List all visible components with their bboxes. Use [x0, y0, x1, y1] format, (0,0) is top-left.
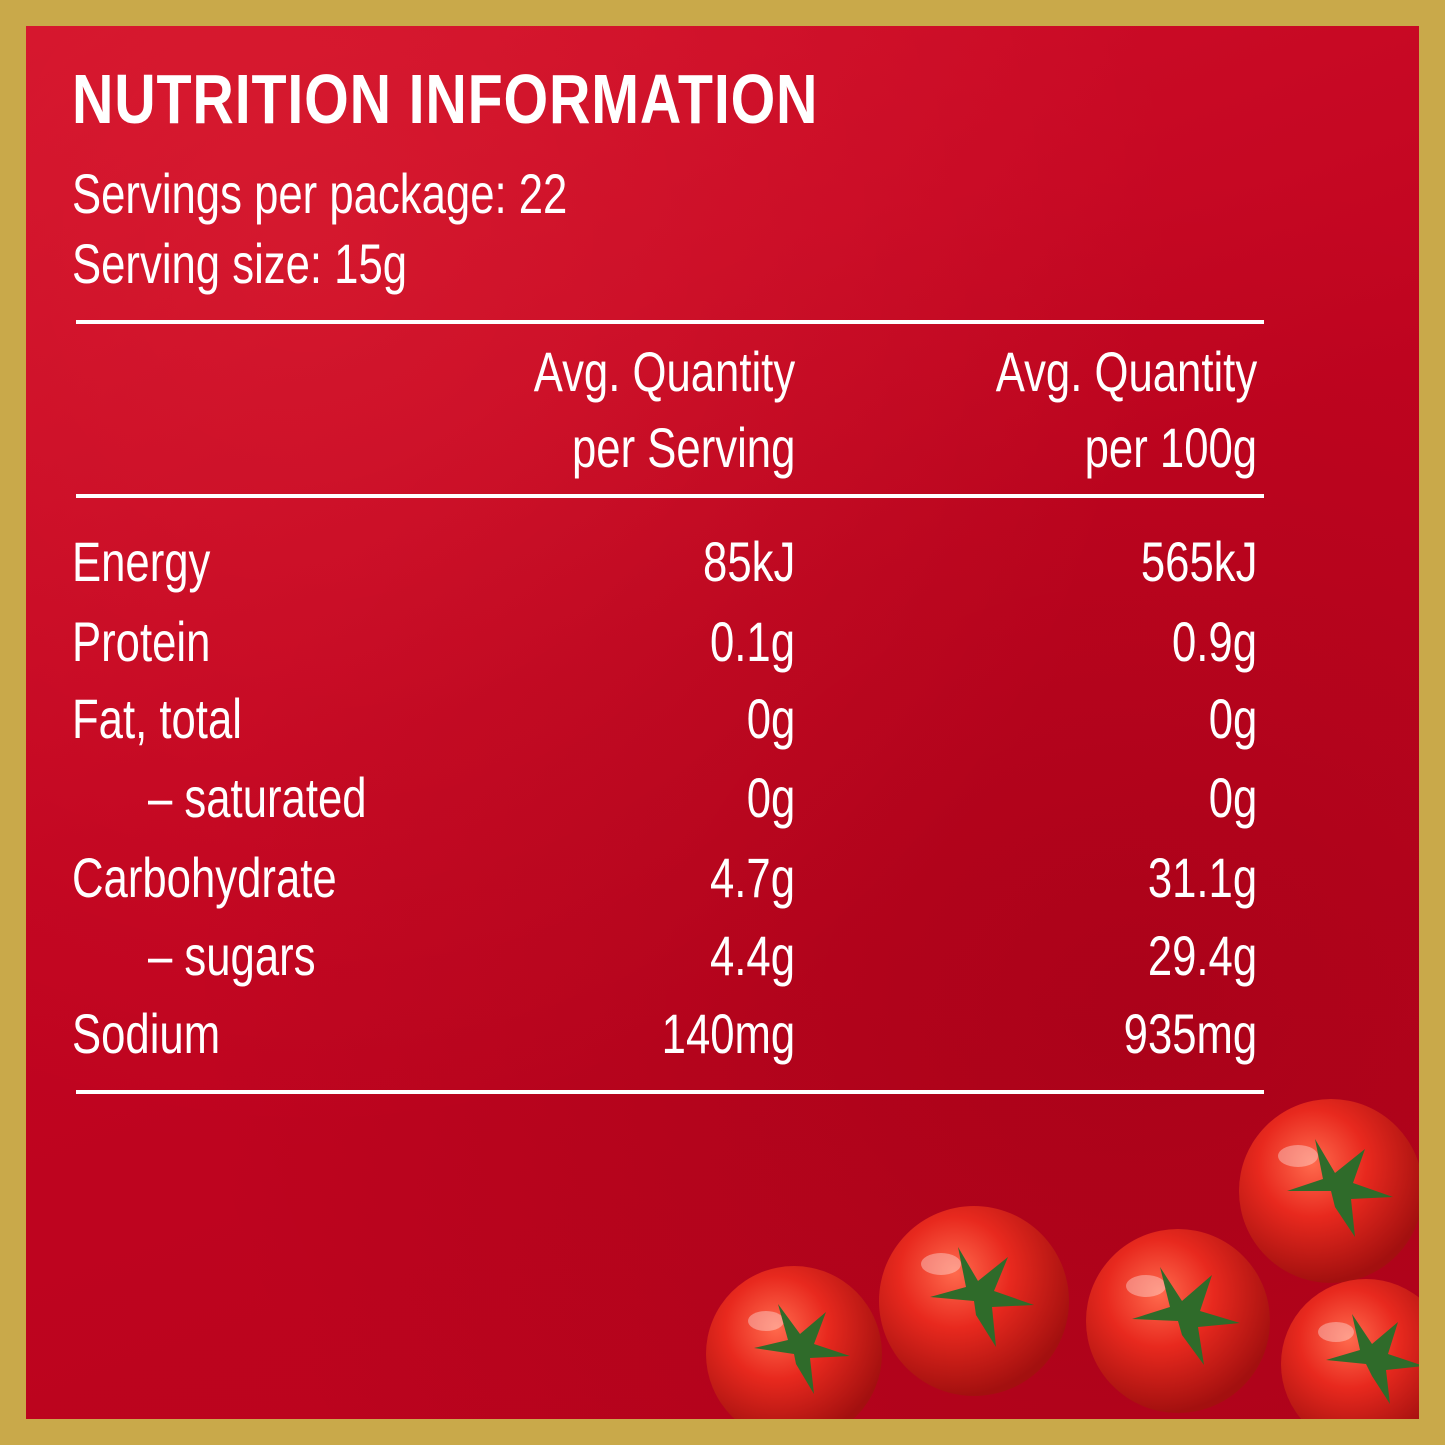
row-saturated-per-100g: 0g: [1208, 766, 1257, 829]
table-header-rule: [76, 494, 1264, 498]
table-bottom-rule: [76, 1090, 1264, 1094]
row-protein-per-serving: 0.1g: [709, 610, 795, 673]
column-header-per-serving-line2: per Serving: [571, 416, 795, 479]
row-sugars-per-serving: 4.4g: [709, 924, 795, 987]
nutrition-panel: NUTRITION INFORMATION Servings per packa…: [26, 26, 1419, 1419]
column-header-per-100g-line2: per 100g: [1084, 416, 1257, 479]
row-label-sodium: Sodium: [72, 1002, 221, 1065]
row-fat-total-per-100g: 0g: [1208, 687, 1257, 750]
row-energy-per-100g: 565kJ: [1140, 530, 1257, 593]
row-label-protein: Protein: [72, 610, 211, 673]
serving-size: Serving size: 15g: [72, 232, 408, 295]
tomato-5: [1281, 1279, 1419, 1419]
nutrition-title: NUTRITION INFORMATION: [72, 60, 819, 138]
row-label-saturated: – saturated: [148, 766, 367, 829]
tomato-2: [879, 1206, 1069, 1396]
tomato-4: [1239, 1099, 1419, 1283]
row-sodium-per-100g: 935mg: [1123, 1002, 1257, 1065]
tomato-1: [706, 1266, 882, 1419]
table-top-rule: [76, 320, 1264, 324]
row-energy-per-serving: 85kJ: [702, 530, 795, 593]
row-carbohydrate-per-100g: 31.1g: [1147, 846, 1257, 909]
servings-per-package: Servings per package: 22: [72, 162, 568, 225]
row-label-energy: Energy: [72, 530, 211, 593]
row-fat-total-per-serving: 0g: [746, 687, 795, 750]
cherry-tomatoes-image: [706, 1099, 1419, 1419]
row-sodium-per-serving: 140mg: [661, 1002, 795, 1065]
tomato-3: [1086, 1229, 1270, 1413]
row-sugars-per-100g: 29.4g: [1147, 924, 1257, 987]
row-label-fat-total: Fat, total: [72, 687, 242, 750]
column-header-per-serving-line1: Avg. Quantity: [533, 340, 795, 403]
column-header-per-100g-line1: Avg. Quantity: [995, 340, 1257, 403]
row-label-sugars: – sugars: [148, 924, 316, 987]
row-protein-per-100g: 0.9g: [1171, 610, 1257, 673]
row-label-carbohydrate: Carbohydrate: [72, 846, 337, 909]
row-carbohydrate-per-serving: 4.7g: [709, 846, 795, 909]
row-saturated-per-serving: 0g: [746, 766, 795, 829]
